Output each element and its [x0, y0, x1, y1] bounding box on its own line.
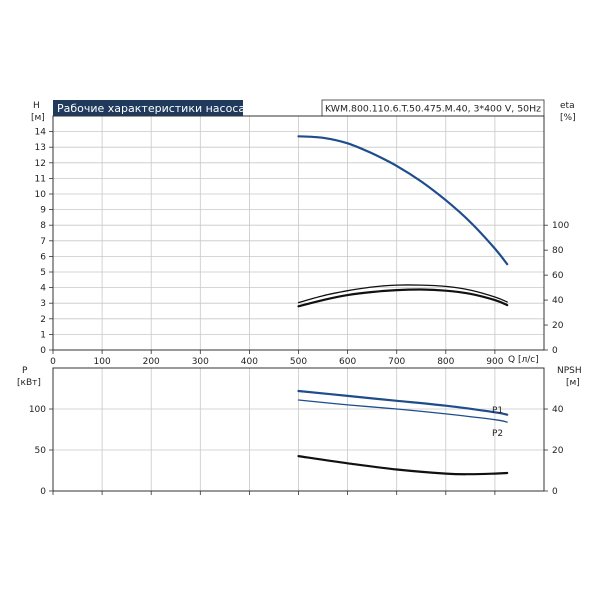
y-right-tick-label: 100	[552, 221, 569, 231]
y-right-tick-label: 40	[552, 405, 564, 415]
top-ticks: 0 100 200 300 400 500 600 700 800 900012345678910…	[35, 128, 570, 367]
bottom-grid	[53, 368, 544, 491]
npsh-axis-unit: [м]	[566, 378, 580, 388]
x-tick-label: 700	[388, 357, 405, 367]
y-left-tick-label: 50	[35, 446, 47, 456]
y-right-tick-label: 20	[552, 446, 564, 456]
title-background	[53, 100, 243, 116]
head-axis-unit: [м]	[31, 113, 45, 123]
eta-axis-unit: [%]	[560, 113, 576, 123]
y-left-tick-label: 10	[35, 190, 47, 200]
top-series	[297, 135, 509, 308]
p1-series-label: P1	[492, 406, 503, 416]
y-left-tick-label: 0	[40, 346, 46, 356]
y-left-tick-label: 0	[40, 487, 46, 497]
bottom-series	[297, 389, 509, 476]
bottom-series-line-1	[297, 399, 508, 423]
head-axis-name: H	[33, 101, 40, 111]
x-tick-label: 800	[437, 357, 454, 367]
model-label: KWM.800.110.6.T.50.475.M.40, 3*400 V, 50…	[325, 105, 541, 115]
top-series-line-2	[297, 288, 509, 308]
y-right-tick-label: 0	[552, 487, 558, 497]
chart-title: Рабочие характеристики насоса	[57, 102, 245, 115]
x-tick-label: 300	[192, 357, 209, 367]
top-series-line-0	[297, 135, 509, 266]
x-tick-label: 900	[486, 357, 503, 367]
power-axis-name: P	[22, 366, 28, 376]
y-left-tick-label: 5	[40, 268, 46, 278]
bottom-series-line-0	[297, 389, 509, 416]
y-left-tick-label: 9	[40, 206, 46, 216]
y-left-tick-label: 100	[29, 405, 46, 415]
x-tick-label: 600	[339, 357, 356, 367]
x-tick-label: 200	[143, 357, 160, 367]
flow-axis-label: Q [л/с]	[508, 355, 539, 365]
x-tick-label: 500	[290, 357, 307, 367]
y-left-tick-label: 3	[40, 299, 46, 309]
y-left-tick-label: 1	[40, 330, 46, 340]
bottom-ticks: 0 50 100 0 20 40	[29, 405, 564, 497]
y-left-tick-label: 11	[35, 174, 46, 184]
y-right-tick-label: 0	[552, 346, 558, 356]
y-left-tick-label: 8	[40, 221, 46, 231]
y-left-tick-label: 13	[35, 143, 46, 153]
top-grid	[53, 116, 544, 350]
eta-axis-name: eta	[560, 101, 575, 111]
y-right-tick-label: 40	[552, 296, 564, 306]
p2-series-label: P2	[492, 429, 503, 439]
y-left-tick-label: 12	[35, 159, 46, 169]
y-left-tick-label: 4	[40, 284, 46, 294]
power-axis-unit: [кВт]	[17, 378, 41, 388]
top-series-line-1	[297, 284, 508, 304]
x-tick-label: 400	[241, 357, 258, 367]
y-left-tick-label: 14	[35, 128, 47, 138]
npsh-axis-name: NPSH	[557, 366, 582, 376]
x-tick-label: 0	[50, 357, 56, 367]
y-right-tick-label: 60	[552, 271, 564, 281]
y-right-tick-label: 80	[552, 246, 564, 256]
y-left-tick-label: 7	[40, 237, 46, 247]
bottom-series-line-2	[297, 455, 509, 476]
x-tick-label: 100	[94, 357, 111, 367]
y-left-tick-label: 2	[40, 315, 46, 325]
y-right-tick-label: 20	[552, 321, 564, 331]
y-left-tick-label: 6	[40, 252, 46, 262]
